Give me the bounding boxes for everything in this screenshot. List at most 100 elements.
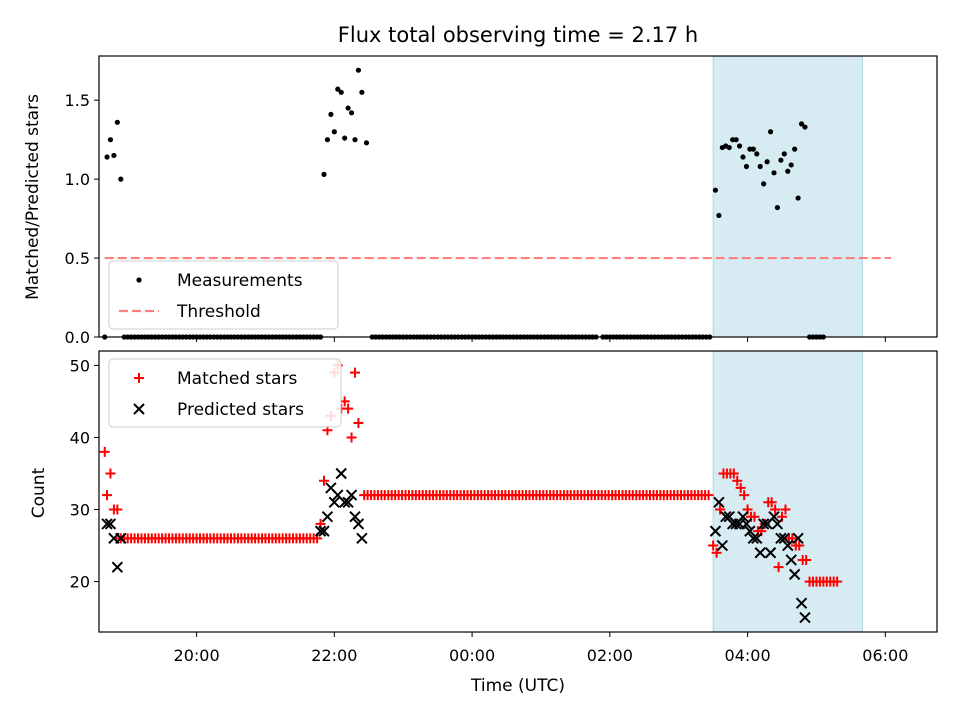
matched-stars-point — [794, 540, 805, 551]
measurement-point — [761, 181, 767, 187]
series-matched-stars — [99, 360, 843, 587]
predicted-stars-point — [342, 496, 354, 509]
predicted-stars-point — [747, 532, 760, 545]
predicted-stars-point — [349, 511, 361, 523]
measurement-point — [342, 135, 348, 141]
legend: Measurements Threshold — [108, 260, 339, 330]
legend-box — [108, 260, 339, 330]
measurement-point — [792, 146, 798, 152]
measurement-point — [795, 195, 801, 201]
matched-stars-point — [832, 576, 843, 587]
legend-box — [108, 358, 342, 428]
legend-marker — [134, 373, 144, 383]
legend-label: Measurements — [177, 271, 303, 291]
predicted-stars-point — [788, 568, 801, 581]
measurement-point — [767, 129, 774, 135]
predicted-stars-point — [104, 518, 117, 530]
measurement-point — [788, 162, 794, 168]
predicted-stars-point — [771, 518, 784, 530]
measurement-point — [114, 119, 120, 125]
measurement-point — [726, 144, 732, 151]
measurement-point — [778, 157, 784, 163]
top-panel-ylabel: Matched/Predicted stars — [23, 94, 43, 300]
matched-stars-point — [102, 490, 113, 501]
predicted-stars-point — [318, 525, 330, 537]
measurement-point — [712, 187, 719, 193]
measurement-point — [331, 129, 337, 135]
matched-stars-point — [703, 490, 714, 501]
highlight-span — [712, 55, 863, 338]
measurement-point — [771, 170, 777, 176]
x-tick-label: 22:00 — [311, 646, 357, 665]
matched-stars-point — [749, 511, 760, 522]
measurement-point — [733, 137, 739, 143]
y-tick-label: 30 — [70, 501, 90, 520]
predicted-stars-point — [321, 511, 334, 523]
predicted-stars-point — [792, 532, 804, 545]
matched-stars-point — [112, 504, 123, 515]
measurement-point — [321, 171, 327, 177]
legend-marker — [136, 277, 142, 283]
measurement-point — [740, 154, 746, 160]
measurement-point — [355, 67, 362, 73]
measurement-point — [324, 137, 331, 143]
matched-stars-point — [346, 432, 357, 443]
predicted-stars-point — [757, 518, 770, 530]
measurement-point — [774, 204, 781, 211]
predicted-stars-point — [328, 496, 341, 509]
predicted-stars-point — [764, 547, 777, 559]
predicted-stars-point — [716, 539, 729, 552]
predicted-stars-point — [111, 561, 124, 573]
measurement-point — [781, 151, 787, 157]
predicted-stars-point — [345, 489, 358, 501]
bottom-panel-ylabel: Count — [29, 467, 49, 518]
matched-stars-point — [105, 468, 116, 479]
y-tick-label: 0.5 — [65, 249, 90, 268]
legend: Matched stars Predicted stars — [108, 358, 342, 428]
top-panel: 0.0 0.5 1.0 1.5 Measurements Threshold — [65, 55, 938, 347]
legend-label: Predicted stars — [177, 400, 304, 420]
predicted-stars-point — [799, 611, 811, 624]
y-tick-label: 1.5 — [65, 91, 90, 110]
top-panel-title: Flux total observing time = 2.17 h — [338, 23, 698, 47]
measurement-point — [111, 152, 117, 159]
measurement-point — [757, 163, 763, 170]
measurement-point — [764, 159, 770, 165]
measurement-point — [743, 163, 750, 170]
matched-stars-point — [99, 446, 110, 457]
x-tick-label: 00:00 — [449, 646, 495, 665]
x-tick-label: 04:00 — [725, 646, 771, 665]
predicted-stars-point — [115, 532, 127, 545]
measurement-point — [107, 137, 114, 143]
legend-label: Threshold — [176, 302, 261, 322]
legend-marker — [133, 403, 145, 415]
measurement-point — [345, 105, 351, 111]
measurement-point — [335, 86, 341, 92]
matched-stars-point — [343, 403, 354, 414]
measurement-point — [785, 168, 791, 174]
predicted-stars-point — [782, 539, 794, 552]
measurement-point — [750, 146, 756, 152]
bottom-panel: 20 30 40 50 20:00 22:00 00:00 02:00 04:00 06:00 Ma… — [70, 350, 938, 665]
matched-stars-point — [801, 554, 812, 565]
measurement-point — [754, 151, 760, 157]
matched-stars-point — [708, 540, 719, 551]
predicted-stars-point — [709, 525, 722, 537]
predicted-stars-point — [713, 496, 725, 509]
matched-stars-point — [728, 468, 739, 479]
y-tick-label: 1.0 — [65, 170, 90, 189]
axes-frame — [98, 350, 938, 633]
matched-stars-point — [739, 490, 750, 501]
axes-frame — [98, 55, 938, 338]
predicted-stars-point — [740, 518, 753, 530]
matched-stars-point — [735, 482, 746, 493]
measurement-point — [716, 212, 722, 219]
y-tick-label: 20 — [70, 573, 90, 592]
x-tick-label: 02:00 — [587, 646, 633, 665]
y-tick-label: 50 — [70, 356, 90, 375]
y-tick-label: 40 — [70, 428, 90, 447]
measurement-point — [363, 140, 370, 146]
matched-stars-point — [349, 367, 360, 378]
predicted-stars-point — [101, 518, 113, 530]
matched-stars-point — [711, 547, 722, 558]
